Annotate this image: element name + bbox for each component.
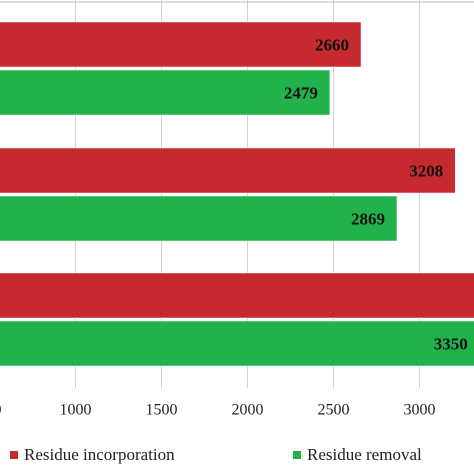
- bar: [0, 320, 474, 367]
- bar: [0, 69, 331, 116]
- value-label: 3350: [434, 334, 468, 353]
- bar: [0, 272, 474, 319]
- x-tick-label: 2000: [232, 402, 264, 419]
- value-label: 2660: [315, 35, 349, 54]
- legend-swatch: [293, 451, 301, 459]
- value-label: 2479: [284, 83, 318, 102]
- x-tick-label: 3000: [404, 402, 436, 419]
- x-tick-label: 1500: [146, 402, 178, 419]
- bar: [0, 21, 362, 68]
- value-label: 3208: [409, 161, 443, 180]
- x-tick-label: 1000: [60, 402, 92, 419]
- legend-label: Residue incorporation: [24, 445, 175, 464]
- value-label: 2869: [351, 209, 385, 228]
- legend-label: Residue removal: [307, 445, 422, 464]
- bar: [0, 195, 398, 242]
- bar: [0, 147, 456, 194]
- x-tick-label: 2500: [318, 402, 350, 419]
- legend-swatch: [10, 451, 18, 459]
- x-tick-label: 500: [0, 402, 2, 419]
